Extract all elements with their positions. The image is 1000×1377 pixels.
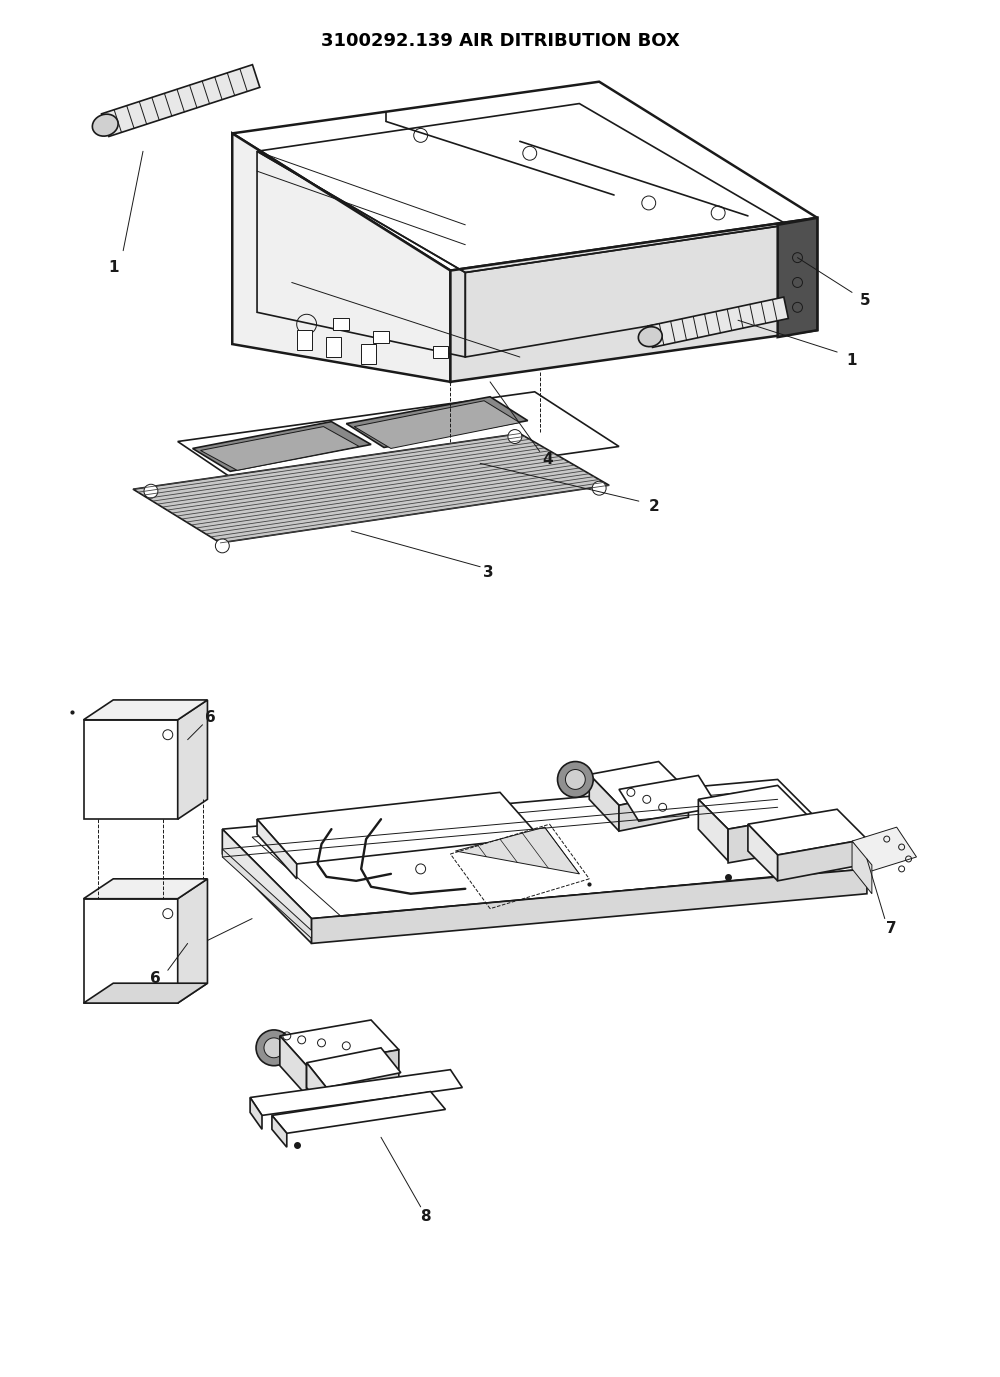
Polygon shape [250,1070,462,1115]
Polygon shape [307,1049,399,1096]
Polygon shape [222,850,312,939]
Polygon shape [312,869,867,943]
Text: 6: 6 [205,711,216,726]
Polygon shape [619,792,688,832]
Circle shape [558,761,593,797]
Circle shape [144,485,158,498]
Polygon shape [297,330,312,350]
Polygon shape [257,792,540,863]
Ellipse shape [638,326,662,347]
Polygon shape [333,318,349,330]
Text: 7: 7 [886,921,897,936]
Polygon shape [728,815,807,863]
Polygon shape [272,1115,287,1147]
Text: 5: 5 [860,293,870,308]
Polygon shape [280,1020,399,1066]
Text: 1: 1 [108,260,119,275]
Polygon shape [257,819,297,879]
Circle shape [565,770,585,789]
Circle shape [649,332,657,340]
Polygon shape [619,775,718,821]
Text: 8: 8 [420,1209,431,1224]
Polygon shape [354,401,520,449]
Circle shape [215,538,229,552]
Polygon shape [84,720,178,819]
Polygon shape [852,828,917,870]
Text: 3: 3 [483,565,493,580]
Polygon shape [222,779,867,918]
Polygon shape [648,297,788,347]
Polygon shape [84,700,207,720]
Polygon shape [178,700,207,819]
Polygon shape [589,761,688,806]
Polygon shape [698,785,807,829]
Polygon shape [178,879,207,1002]
Text: 4: 4 [542,452,553,467]
Polygon shape [193,421,371,471]
Polygon shape [307,1063,326,1113]
Polygon shape [698,799,728,861]
Polygon shape [748,825,778,881]
Circle shape [592,482,606,496]
Polygon shape [778,839,867,881]
Polygon shape [433,346,448,358]
Circle shape [416,863,426,874]
Polygon shape [102,65,260,136]
Polygon shape [84,983,207,1002]
Circle shape [508,430,522,443]
Polygon shape [748,810,867,855]
Polygon shape [133,434,609,543]
Text: 6: 6 [150,971,160,986]
Ellipse shape [92,114,118,136]
Polygon shape [222,829,312,943]
Polygon shape [84,899,178,1002]
Polygon shape [280,1036,307,1096]
Polygon shape [852,841,872,894]
Polygon shape [361,344,376,364]
Polygon shape [84,879,207,899]
Polygon shape [307,1048,401,1088]
Circle shape [256,1030,292,1066]
Polygon shape [201,427,359,471]
Circle shape [264,1038,284,1058]
Text: 1: 1 [847,353,857,368]
Polygon shape [232,134,450,381]
Polygon shape [373,332,389,343]
Polygon shape [178,392,619,497]
Polygon shape [326,337,341,357]
Polygon shape [778,218,817,337]
Polygon shape [450,218,817,381]
Polygon shape [346,397,528,448]
Text: 3100292.139 AIR DITRIBUTION BOX: 3100292.139 AIR DITRIBUTION BOX [321,32,679,50]
Polygon shape [455,828,579,874]
Text: 2: 2 [648,498,659,514]
Polygon shape [250,1097,262,1129]
Polygon shape [589,774,619,832]
Circle shape [104,120,112,128]
Polygon shape [232,81,817,270]
Polygon shape [272,1092,445,1133]
